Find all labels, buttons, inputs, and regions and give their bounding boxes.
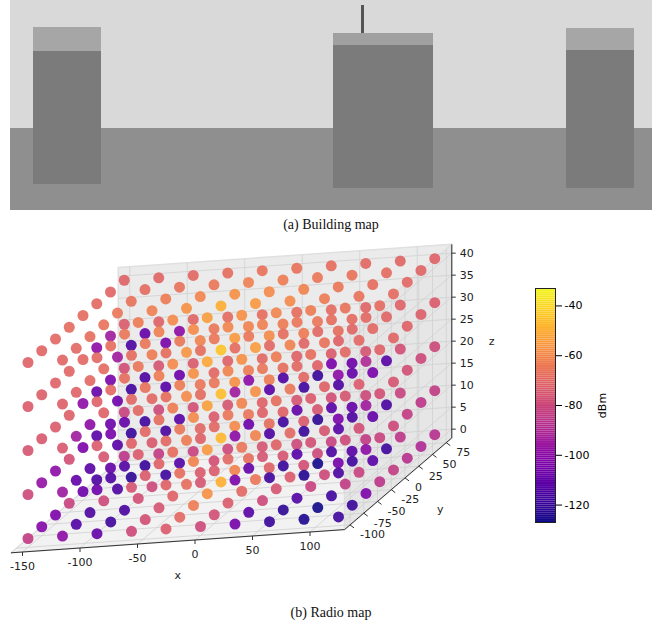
svg-text:-25: -25 [401, 493, 419, 506]
svg-text:50: 50 [443, 458, 457, 471]
svg-text:25: 25 [429, 470, 443, 483]
svg-text:20: 20 [460, 335, 474, 348]
svg-text:-50: -50 [129, 552, 147, 565]
svg-text:25: 25 [460, 313, 474, 326]
svg-text:-75: -75 [374, 517, 392, 530]
svg-text:100: 100 [300, 540, 321, 553]
svg-text:50: 50 [246, 544, 260, 557]
svg-text:z: z [489, 335, 495, 348]
svg-text:40: 40 [460, 247, 474, 260]
svg-text:-100: -100 [565, 449, 590, 462]
svg-text:0: 0 [415, 481, 422, 494]
svg-text:0: 0 [460, 423, 467, 436]
svg-text:-60: -60 [565, 349, 583, 362]
svg-text:x: x [174, 569, 181, 582]
svg-text:5: 5 [460, 401, 467, 414]
html-text:(b) Radio map: (b) Radio map [290, 605, 372, 620]
svg-text:75: 75 [456, 446, 470, 459]
svg-text:15: 15 [460, 357, 474, 370]
svg-text:-80: -80 [565, 399, 583, 412]
svg-text:dBm: dBm [596, 393, 609, 418]
svg-text:-50: -50 [388, 505, 406, 518]
svg-text:-100: -100 [68, 556, 93, 569]
html-text:(a) Building map: (a) Building map [283, 217, 379, 232]
svg-text:-100: -100 [360, 528, 385, 541]
svg-text:-120: -120 [565, 499, 590, 512]
svg-text:-40: -40 [565, 299, 583, 312]
svg-text:-150: -150 [10, 560, 35, 573]
svg-text:30: 30 [460, 291, 474, 304]
svg-text:10: 10 [460, 379, 474, 392]
svg-text:35: 35 [460, 269, 474, 282]
svg-text:y: y [437, 503, 444, 516]
svg-text:0: 0 [192, 548, 199, 561]
